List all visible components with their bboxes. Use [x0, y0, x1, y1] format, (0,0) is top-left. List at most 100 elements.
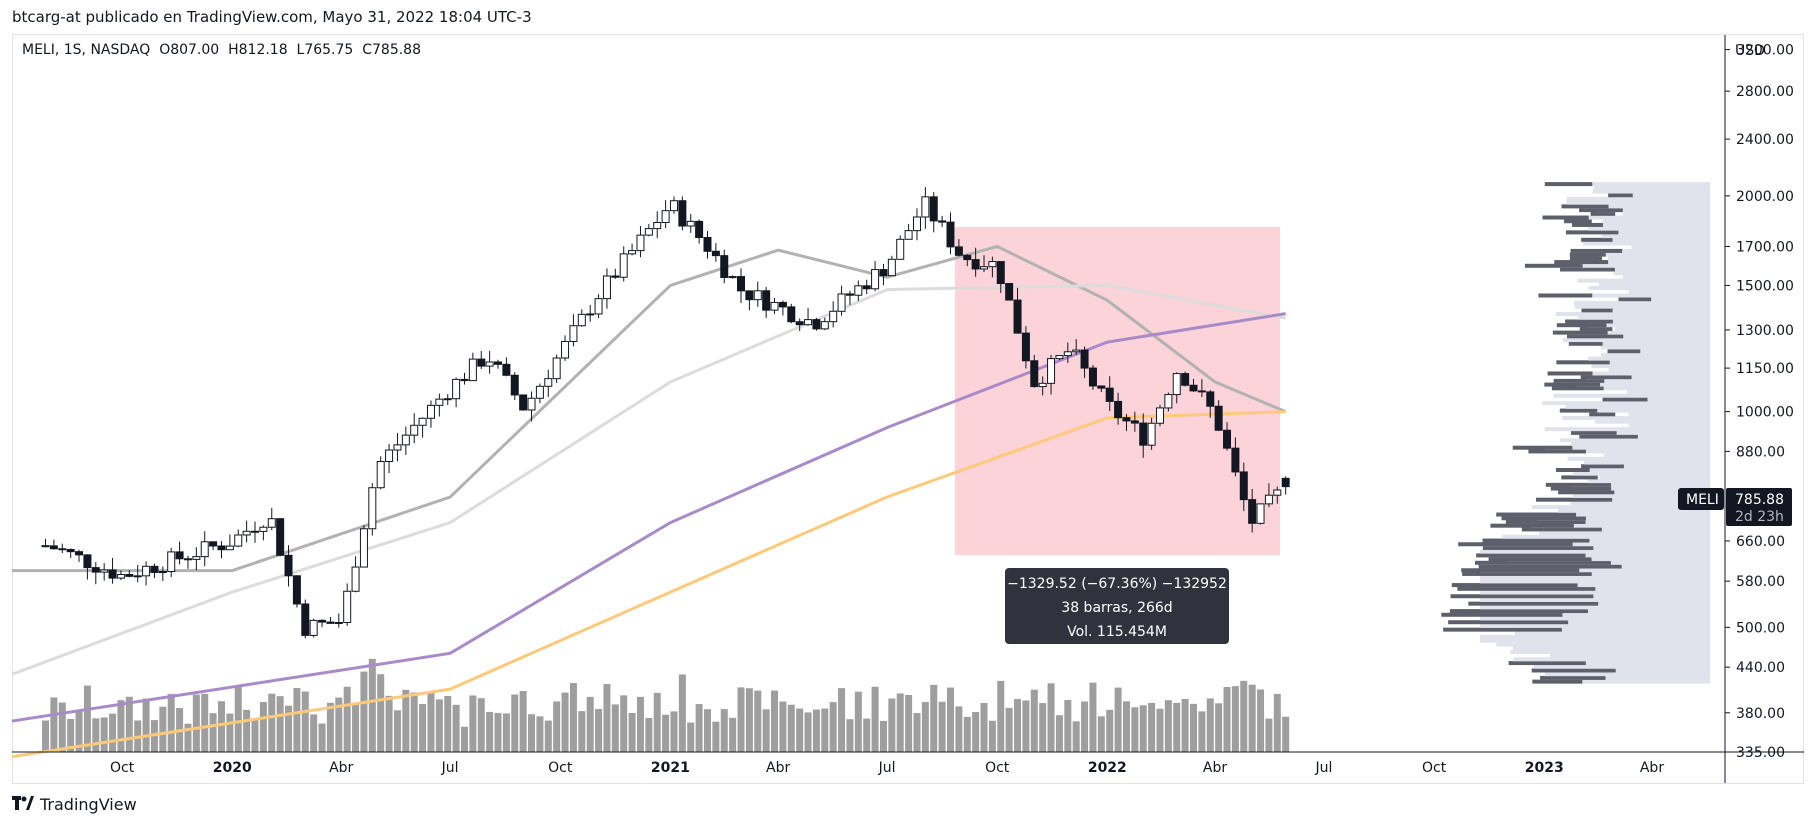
candle-body [845, 293, 854, 296]
legend-symbol: MELI, 1S, NASDAQ [22, 42, 151, 58]
profile-bar-volume [1579, 326, 1613, 331]
candle-body [720, 255, 729, 278]
profile-bar-volume [1532, 679, 1583, 684]
volume-bar [595, 709, 603, 752]
candle-body [980, 266, 989, 270]
candle-body [251, 530, 260, 533]
volume-bar [955, 706, 963, 752]
profile-bar-total [1545, 445, 1710, 450]
profile-bar-volume [1490, 523, 1574, 528]
profile-bar-total [1558, 330, 1710, 335]
profile-bar-volume [1590, 211, 1616, 216]
candle-body [577, 313, 586, 327]
candle-body [602, 275, 611, 300]
candle-body [1264, 494, 1273, 505]
volume-bar [368, 658, 376, 752]
candle-body [116, 573, 125, 579]
profile-bar-volume [1570, 248, 1623, 253]
candle-body [100, 569, 109, 573]
candle-body [435, 398, 444, 406]
candle-body [829, 310, 838, 323]
price-tick-label: 3200.00 [1736, 43, 1794, 59]
profile-bar-total [1575, 486, 1710, 491]
profile-bar-total [1539, 531, 1710, 536]
profile-bar-total [1480, 594, 1710, 599]
candle-body [175, 551, 184, 560]
candle-body [745, 290, 754, 301]
profile-bar-total [1622, 211, 1710, 216]
profile-bar-total [1609, 193, 1710, 198]
volume-bar [1231, 686, 1239, 752]
volume-bar [578, 711, 586, 752]
candle-body [921, 196, 930, 218]
profile-bar-total [1595, 419, 1710, 424]
candle-body [1088, 367, 1097, 387]
profile-bar-total [1591, 364, 1710, 369]
candle-body [460, 378, 469, 382]
candle-body [1206, 391, 1215, 407]
volume-bar [285, 705, 293, 752]
profile-bar-total [1480, 638, 1710, 643]
time-tick-label: 2020 [213, 760, 252, 776]
profile-bar-total [1564, 679, 1710, 684]
candle-body [200, 541, 209, 558]
volume-bar [745, 688, 753, 752]
price-axis-currency: USD [1735, 43, 1765, 59]
volume-bar [519, 691, 527, 752]
profile-bar-total [1568, 267, 1710, 272]
volume-bar [930, 684, 938, 752]
profile-bar-total [1587, 323, 1710, 328]
profile-bar-total [1600, 352, 1710, 357]
profile-bar-total [1480, 568, 1710, 573]
profile-bar-volume [1551, 386, 1604, 391]
profile-bar-volume [1524, 263, 1583, 268]
volume-bar [1248, 684, 1256, 752]
volume-bar [184, 723, 192, 752]
candle-body [1281, 477, 1290, 488]
profile-bar-total [1570, 482, 1710, 487]
candle-body [770, 301, 779, 311]
candle-body [812, 319, 821, 330]
volume-bar [1139, 705, 1147, 752]
candle-body [225, 545, 234, 551]
volume-bar [477, 698, 485, 752]
volume-bar [1122, 701, 1130, 752]
volume-bar [863, 718, 871, 752]
time-tick-label: Oct [1422, 760, 1447, 776]
volume-bar [1089, 682, 1097, 752]
time-tick-label: Jul [1315, 760, 1333, 776]
volume-bar [896, 693, 904, 752]
profile-bar-volume [1565, 319, 1613, 324]
volume-bar [804, 712, 812, 752]
volume-bar [427, 691, 435, 752]
profile-bar-volume [1556, 360, 1610, 365]
candle-body [41, 545, 50, 548]
profile-bar-total [1559, 360, 1710, 365]
volume-bar [946, 687, 954, 752]
profile-bar-total [1588, 356, 1710, 361]
chart-frame[interactable] [12, 34, 1804, 784]
profile-bar-total [1480, 575, 1710, 580]
volume-bar [695, 704, 703, 752]
candle-body [879, 269, 888, 277]
volume-bar [293, 687, 301, 752]
volume-bar [42, 720, 50, 752]
candle-body [91, 567, 100, 573]
candle-body [561, 340, 570, 359]
volume-bar [192, 694, 200, 752]
volume-bar [1106, 709, 1114, 752]
candle-body [393, 444, 402, 451]
volume-bar [754, 690, 762, 752]
volume-bar [393, 710, 401, 752]
measure-tooltip: −1329.52 (−67.36%) −132952 38 barras, 26… [1005, 568, 1229, 644]
profile-bar-volume [1570, 430, 1617, 435]
profile-bar-volume [1564, 219, 1592, 224]
candle-body [535, 385, 544, 399]
profile-bar-total [1560, 438, 1710, 443]
footer-brand[interactable]: TradingView [12, 795, 137, 814]
profile-bar-total [1574, 300, 1710, 305]
candle-body [368, 487, 377, 530]
measure-tooltip-volume: Vol. 115.454M [1067, 624, 1167, 640]
price-tick-label: 1000.00 [1736, 405, 1794, 421]
